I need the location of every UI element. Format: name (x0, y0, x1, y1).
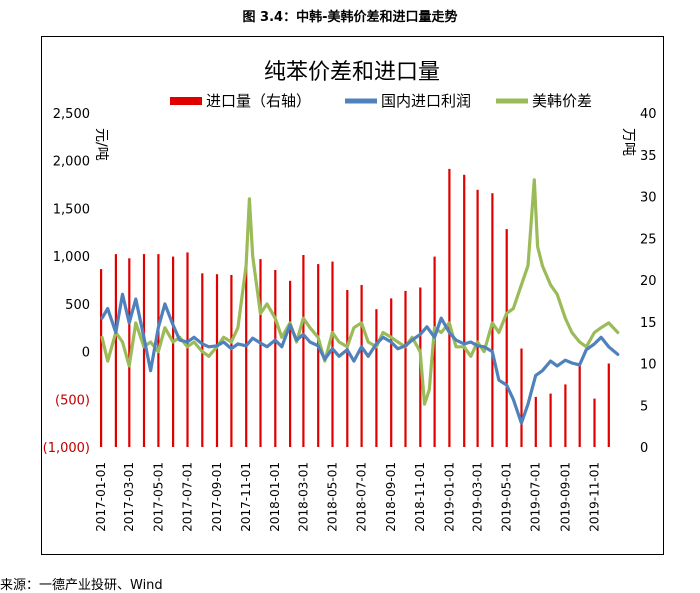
x-tick-label: 2018-05-01 (325, 462, 339, 532)
y-right-tick-label: 10 (640, 358, 657, 373)
bar-import-volume (578, 362, 581, 447)
y-left-tick-label: 2,000 (53, 155, 90, 170)
line-import-profit (100, 292, 620, 425)
bar-import-volume (201, 273, 204, 447)
y-left-tick-label: 1,000 (53, 250, 90, 265)
y-right-tick-label: 25 (640, 232, 657, 247)
bar-import-volume (302, 255, 305, 447)
bar-import-volume (274, 270, 277, 447)
x-tick-label: 2018-07-01 (355, 462, 369, 532)
bar-import-volume (476, 189, 479, 448)
x-tick-label: 2017-11-01 (239, 462, 253, 532)
y-left-axis-label: 元/吨 (93, 128, 109, 161)
bar-import-volume (215, 274, 219, 447)
legend: 进口量（右轴） 国内进口利润 美韩价差 (170, 92, 592, 110)
source-note: 来源：一德产业投研、Wind (0, 578, 163, 593)
bar-import-volume (491, 193, 494, 447)
legend-swatch-imports (170, 97, 202, 105)
y-right-tick-label: 40 (640, 107, 657, 122)
bar-import-volume (128, 258, 131, 447)
bar-import-volume (463, 174, 466, 448)
x-tick-label: 2017-09-01 (210, 462, 224, 532)
x-tick-label: 2018-01-01 (268, 462, 282, 532)
line-us-korea-spread (100, 178, 620, 406)
bar-import-volume (360, 285, 363, 447)
x-tick-label: 2017-01-01 (94, 462, 108, 532)
bar-import-volume (607, 363, 610, 447)
x-tick-label: 2019-09-01 (558, 462, 572, 532)
y-right-tick-label: 0 (640, 441, 648, 456)
chart-title: 纯苯价差和进口量 (264, 60, 440, 85)
x-tick-label: 2019-07-01 (529, 462, 543, 532)
legend-label-spread: 美韩价差 (532, 92, 592, 110)
x-tick-label: 2019-03-01 (471, 462, 485, 532)
y-right-tick-label: 15 (640, 316, 657, 331)
x-tick-label: 2017-03-01 (122, 462, 136, 532)
bar-import-volume (448, 168, 451, 447)
y-left-tick-label: 1,500 (53, 202, 90, 217)
legend-label-import-profit: 国内进口利润 (381, 92, 471, 110)
y-left-tick-label: 2,500 (53, 107, 90, 122)
x-tick-label: 2017-05-01 (151, 462, 165, 532)
bar-import-volume (172, 256, 175, 447)
legend-label-imports: 进口量（右轴） (206, 92, 311, 110)
x-tick-label: 2017-07-01 (180, 462, 194, 532)
y-left-tick-label: (500) (55, 393, 90, 408)
bar-import-volume (433, 256, 436, 447)
x-tick-label: 2018-09-01 (384, 462, 398, 532)
bar-import-volume (289, 280, 292, 447)
x-tick-label: 2018-11-01 (413, 462, 427, 532)
x-tick-label: 2018-03-01 (296, 462, 310, 532)
bar-import-volume (564, 384, 567, 447)
chart-frame (41, 36, 664, 555)
bar-import-volume (346, 290, 349, 447)
y-left-tick-label: (1,000) (43, 441, 90, 456)
line-series-group (100, 178, 620, 425)
bar-import-volume (100, 269, 103, 447)
bar-import-volume (142, 254, 146, 447)
bar-import-volume (186, 252, 189, 447)
bar-import-volume (549, 393, 552, 447)
y-left-tick-label: 0 (82, 346, 90, 361)
bar-import-volume (520, 348, 523, 447)
bar-import-volume (390, 298, 393, 447)
bar-import-volume (230, 275, 233, 447)
bar-import-volume (259, 259, 262, 447)
x-ticks: 2017-01-01 2017-03-01 2017-05-01 2017-07-01… (94, 462, 601, 532)
bar-import-volume (534, 396, 537, 447)
bar-import-volume (375, 309, 378, 447)
bar-import-volume (404, 290, 407, 447)
y-right-tick-label: 30 (640, 191, 657, 206)
y-right-ticks: 0 5 10 15 20 25 30 35 40 (640, 107, 657, 456)
y-right-tick-label: 20 (640, 274, 657, 289)
y-right-axis-label-text: 万吨 (620, 128, 636, 156)
figure-title: 图 3.4：中韩-美韩价差和进口量走势 (242, 10, 458, 25)
y-left-axis-label-text: 元/吨 (93, 128, 109, 161)
x-tick-label: 2019-11-01 (587, 462, 601, 532)
x-tick-label: 2019-01-01 (442, 462, 456, 532)
y-right-axis-label: 万吨 (620, 128, 636, 156)
y-right-tick-label: 35 (640, 149, 657, 164)
bar-import-volume (114, 254, 117, 447)
bar-import-volume (245, 265, 248, 447)
y-left-ticks: (1,000) (500) 0 500 1,000 1,500 2,000 2,500 (43, 107, 90, 456)
bar-import-volume (317, 264, 320, 447)
x-tick-label: 2019-05-01 (500, 462, 514, 532)
y-left-tick-label: 500 (65, 298, 90, 313)
y-right-tick-label: 5 (640, 399, 648, 414)
bar-import-volume (331, 261, 334, 447)
bar-import-volume (505, 229, 508, 447)
bar-import-volume (593, 398, 596, 447)
